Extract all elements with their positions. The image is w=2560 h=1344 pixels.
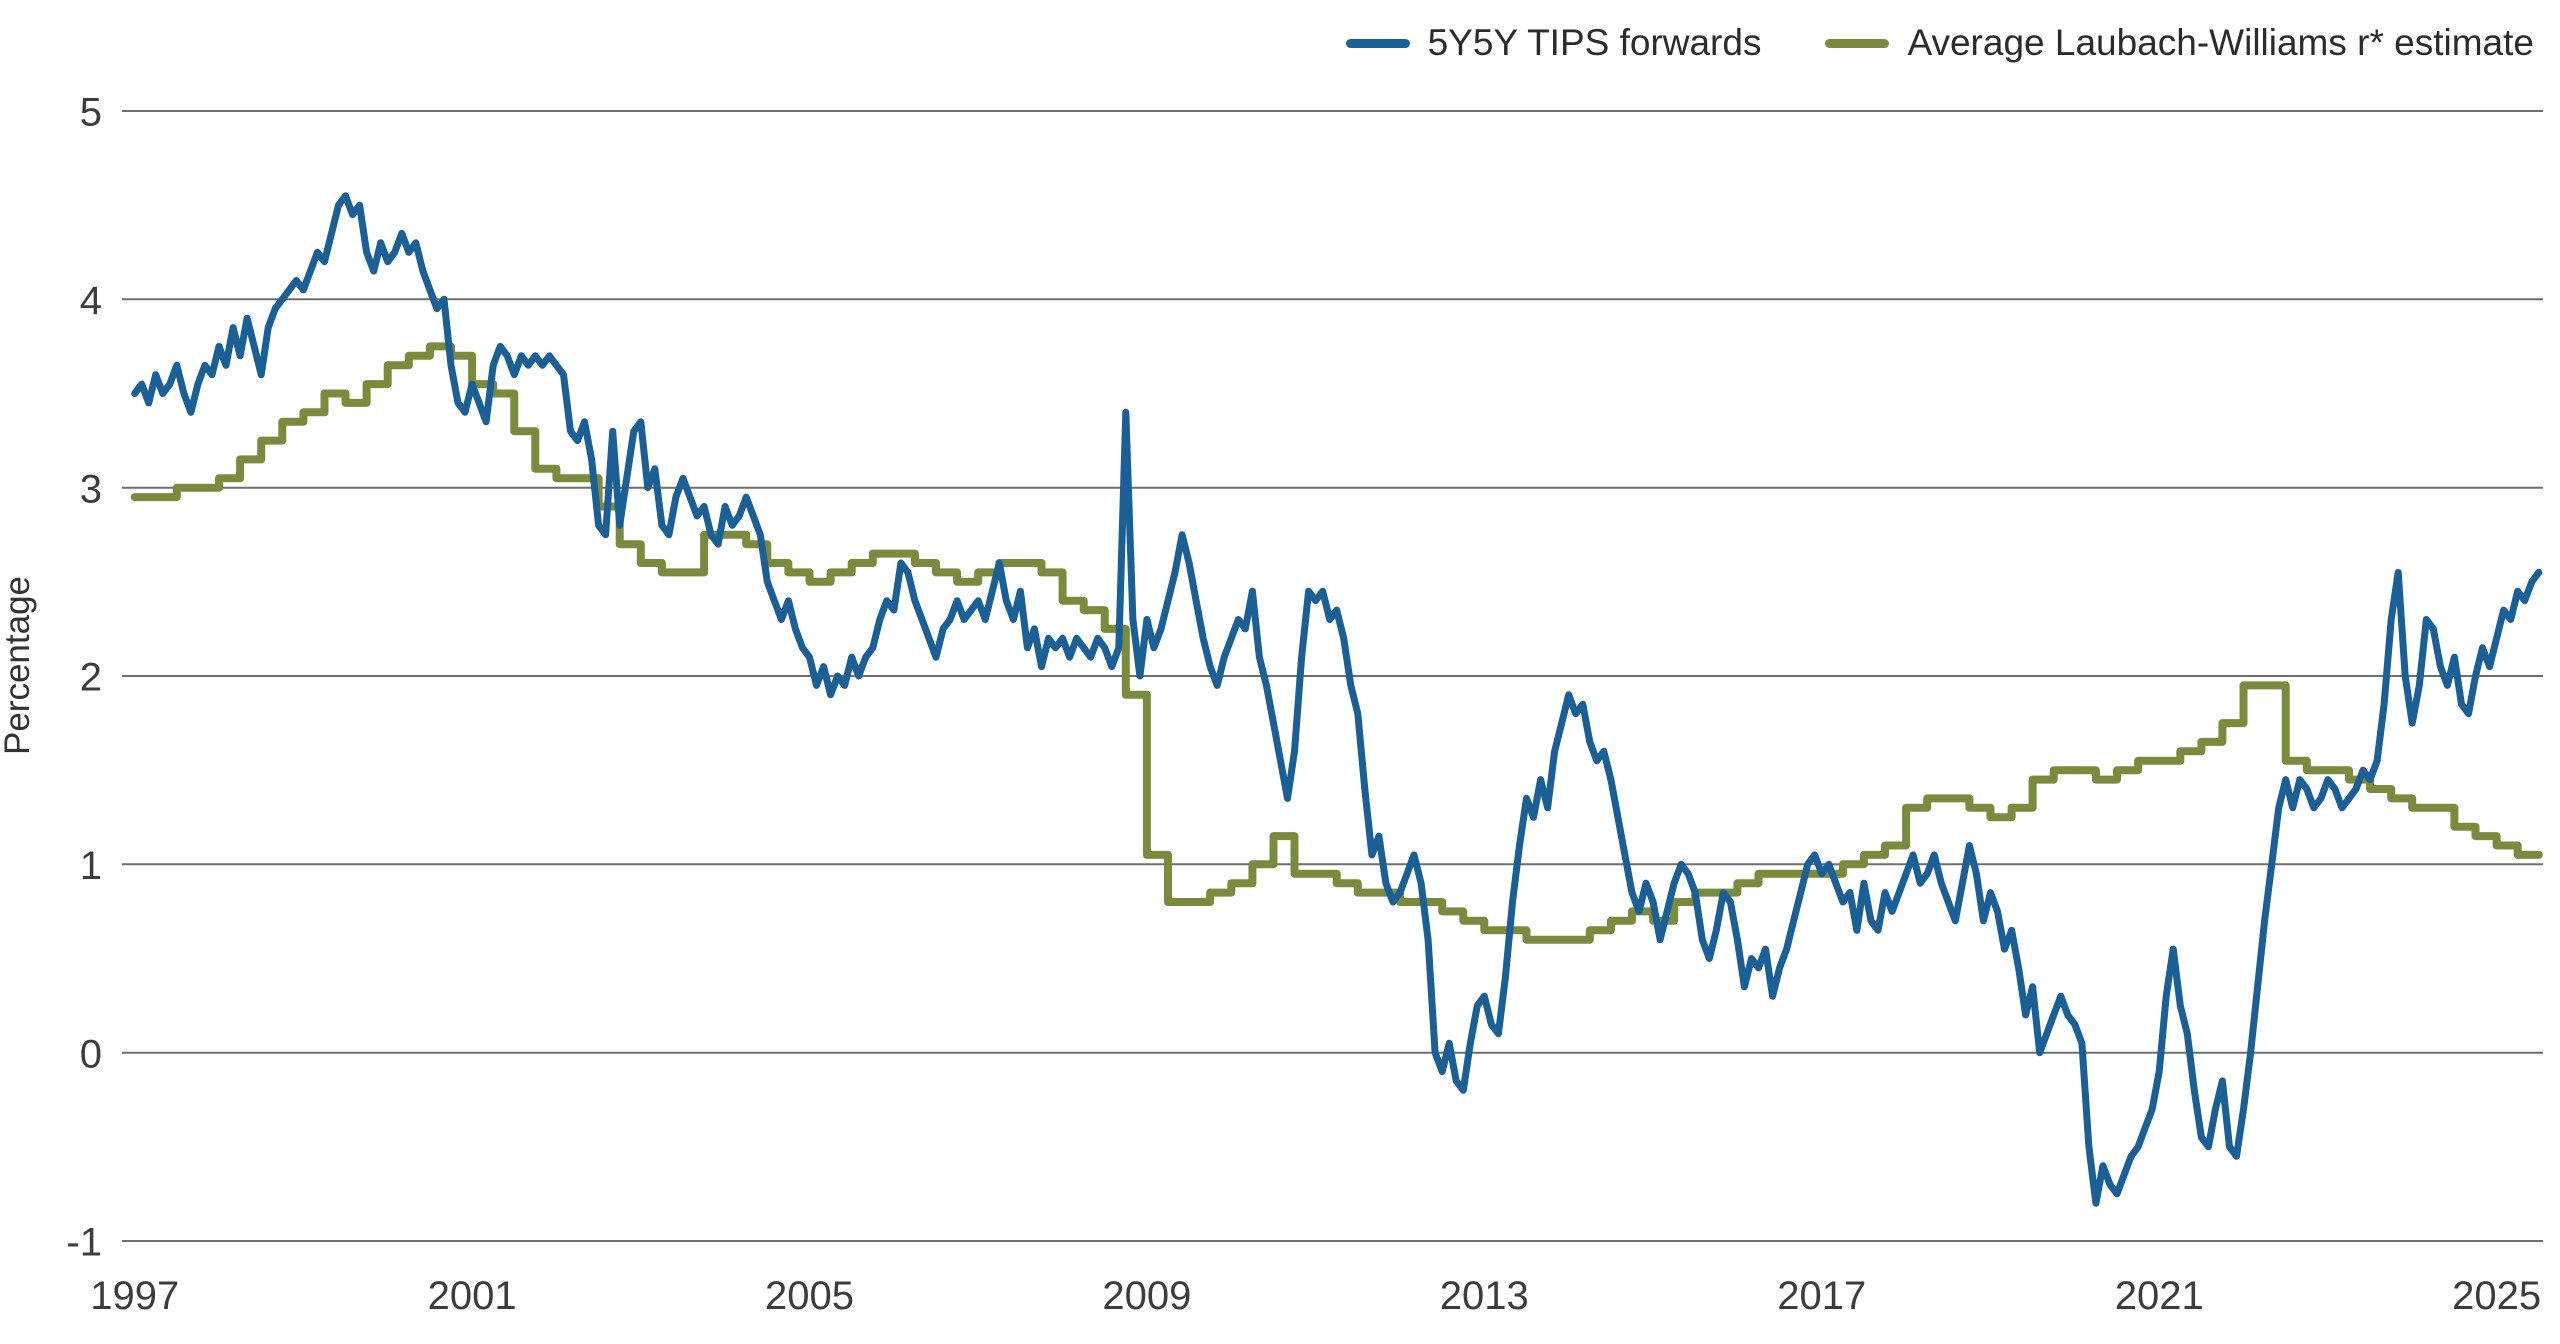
y-tick-label: 5 bbox=[80, 91, 102, 135]
y-axis-title: Percentage bbox=[0, 575, 37, 755]
legend-label-tips-forwards: 5Y5Y TIPS forwards bbox=[1427, 22, 1762, 63]
legend-label-rstar-estimate: Average Laubach-Williams r* estimate bbox=[1907, 22, 2534, 63]
x-tick-label: 2021 bbox=[2115, 1274, 2204, 1318]
series-line-rstar-estimate bbox=[130, 342, 2543, 944]
x-tick-label: 2001 bbox=[428, 1274, 517, 1318]
y-tick-label: 1 bbox=[80, 844, 102, 888]
y-tick-label: 0 bbox=[80, 1032, 102, 1076]
y-tick-label: 2 bbox=[80, 656, 102, 700]
legend-item-rstar-estimate: Average Laubach-Williams r* estimate bbox=[1825, 22, 2534, 64]
x-tick-label: 2005 bbox=[765, 1274, 854, 1318]
series-line-tips-forwards bbox=[131, 192, 2543, 1207]
y-tick-label: -1 bbox=[66, 1221, 102, 1265]
x-tick-label: 2017 bbox=[1777, 1274, 1866, 1318]
y-tick-label: 3 bbox=[80, 467, 102, 511]
x-tick-label: 2013 bbox=[1440, 1274, 1529, 1318]
y-tick-label: 4 bbox=[80, 279, 102, 323]
legend-line-swatch-green bbox=[1825, 38, 1890, 48]
legend-item-tips-forwards: 5Y5Y TIPS forwards bbox=[1345, 22, 1762, 64]
x-tick-label: 2009 bbox=[1102, 1274, 1191, 1318]
x-tick-label: 1997 bbox=[90, 1274, 179, 1318]
x-tick-label: 2025 bbox=[2452, 1274, 2541, 1318]
legend-line-swatch-blue bbox=[1345, 38, 1410, 48]
chart-legend: 5Y5Y TIPS forwards Average Laubach-Willi… bbox=[1345, 22, 2534, 64]
